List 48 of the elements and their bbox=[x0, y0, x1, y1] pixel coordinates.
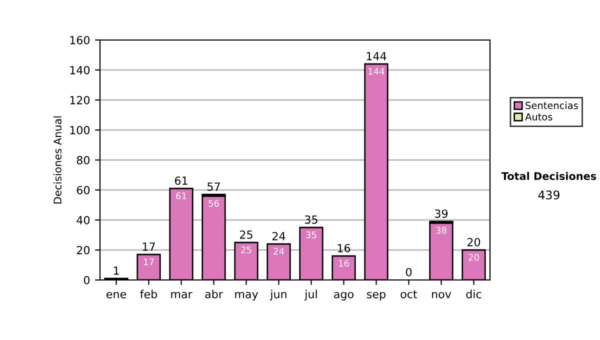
total-label: 16 bbox=[338, 244, 350, 252]
data-label: 17 bbox=[144, 258, 154, 266]
x-tick-label: ene bbox=[106, 292, 126, 298]
data-label: 20 bbox=[468, 254, 479, 261]
x-tick-label: feb bbox=[140, 290, 158, 298]
total-label: 25 bbox=[240, 230, 252, 239]
y-tick-label: 60 bbox=[76, 186, 90, 194]
text: 439 bbox=[538, 190, 560, 200]
y-tick-label: 0 bbox=[84, 276, 90, 284]
total-label: 144 bbox=[366, 52, 386, 60]
x-tick-label: sep bbox=[367, 292, 386, 300]
x-tick-label: jul bbox=[304, 290, 317, 300]
y-tick-label: 80 bbox=[76, 156, 90, 164]
x-tick-label: oct bbox=[400, 290, 418, 298]
x-tick-label: jun bbox=[270, 290, 286, 300]
total-label: 17 bbox=[142, 242, 155, 251]
total-label: 1 bbox=[114, 266, 119, 275]
y-tick-label: 100 bbox=[70, 126, 90, 134]
legend-label: Sentencias bbox=[526, 102, 578, 110]
text: Total Decisiones bbox=[501, 172, 596, 180]
data-label: 25 bbox=[241, 246, 252, 254]
total-label: 39 bbox=[435, 209, 448, 218]
data-label: 24 bbox=[274, 248, 284, 255]
x-tick-label: nov bbox=[432, 292, 452, 298]
x-tick-label: ago bbox=[334, 292, 354, 300]
x-tick-label: abr bbox=[205, 290, 223, 298]
x-tick-label: dic bbox=[466, 290, 482, 298]
legend-label: Autos bbox=[525, 113, 552, 120]
data-label: 144 bbox=[368, 68, 384, 75]
data-label: 38 bbox=[436, 226, 446, 234]
y-tick-label: 160 bbox=[70, 36, 90, 44]
y-tick-label: 140 bbox=[70, 66, 90, 74]
data-label: 56 bbox=[208, 200, 219, 207]
y-axis-title: Decisiones Anual bbox=[53, 116, 62, 204]
total-label: 20 bbox=[467, 238, 480, 246]
x-tick-label: may bbox=[235, 292, 258, 300]
total-label: 57 bbox=[208, 182, 220, 191]
x-tick-label: mar bbox=[171, 292, 192, 298]
data-label: 61 bbox=[176, 192, 186, 200]
total-label: 61 bbox=[174, 176, 188, 185]
total-label: 0 bbox=[406, 268, 412, 276]
y-tick-label: 120 bbox=[70, 96, 90, 104]
y-tick-label: 40 bbox=[76, 216, 90, 224]
y-tick-label: 20 bbox=[76, 246, 90, 254]
total-label: 24 bbox=[272, 232, 286, 240]
total-label: 35 bbox=[305, 215, 318, 224]
data-label: 35 bbox=[306, 231, 316, 238]
data-label: 16 bbox=[339, 260, 349, 267]
